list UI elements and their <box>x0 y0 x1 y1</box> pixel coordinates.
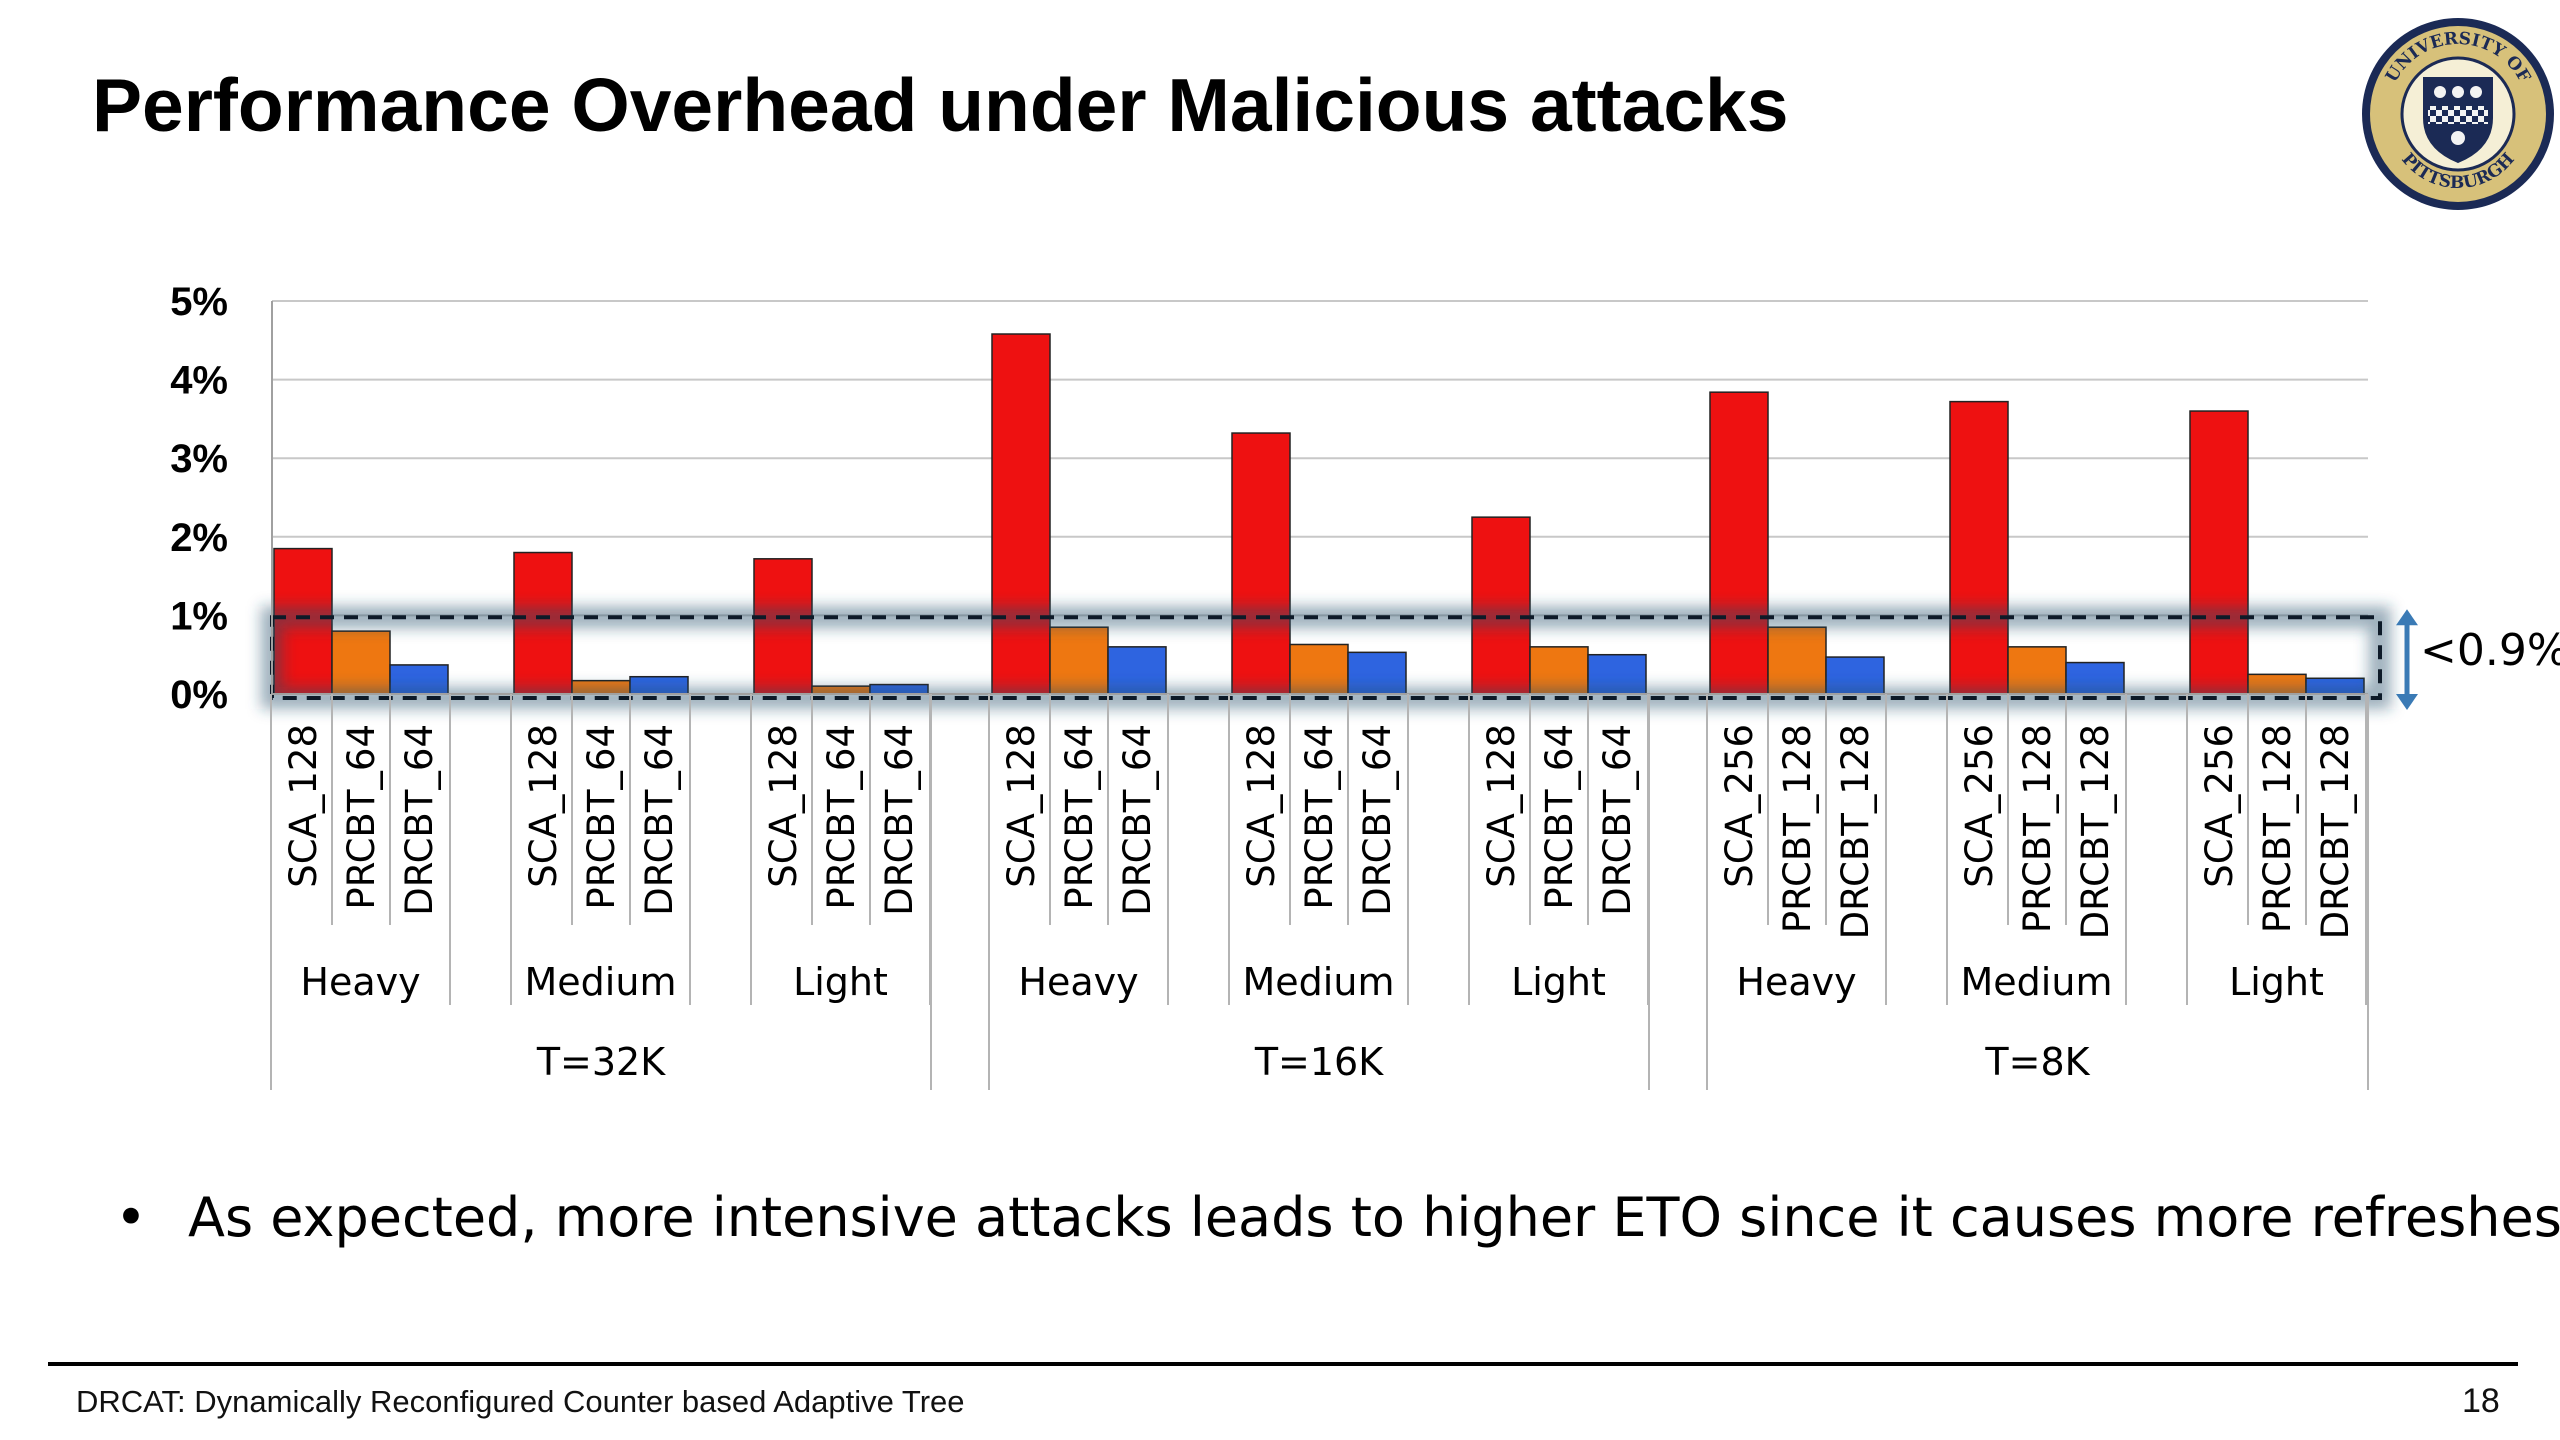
bar <box>1767 626 1827 695</box>
x-tick-label: DRCBT_64 <box>638 724 681 916</box>
x-tick-label: DRCBT_128 <box>1834 724 1877 939</box>
university-seal-icon: UNIVERSITY OF PITTSBURGH <box>2362 18 2554 210</box>
bar <box>2189 410 2249 695</box>
bar <box>1231 432 1291 695</box>
group-label: T=8K <box>1984 1040 2090 1084</box>
x-tick-label: PRCBT_128 <box>2256 724 2299 933</box>
y-tick-label: 1% <box>170 594 228 638</box>
page-number: 18 <box>2462 1382 2500 1420</box>
x-tick-label: PRCBT_64 <box>1058 724 1101 910</box>
x-tick-label: DRCBT_64 <box>878 724 921 916</box>
group-label: T=32K <box>536 1040 666 1084</box>
x-tick-label: PRCBT_64 <box>820 724 863 910</box>
x-tick-label: SCA_256 <box>2198 724 2241 888</box>
group-label: T=16K <box>1254 1040 1384 1084</box>
bar <box>1949 400 2009 695</box>
bar <box>1049 626 1109 695</box>
y-tick-label: 4% <box>170 359 228 403</box>
x-tick-label: DRCBT_64 <box>1596 724 1639 916</box>
x-tick-label: SCA_128 <box>762 724 805 888</box>
annotation-label: <0.9% <box>2420 625 2560 676</box>
intensity-label: Medium <box>1961 960 2113 1004</box>
y-tick-label: 0% <box>170 673 228 717</box>
x-tick-label: SCA_256 <box>1958 724 2001 888</box>
y-tick-label: 5% <box>170 280 228 324</box>
x-tick-label: PRCBT_64 <box>580 724 623 910</box>
intensity-label: Heavy <box>300 960 420 1004</box>
intensity-label: Light <box>793 960 888 1004</box>
x-tick-label: DRCBT_64 <box>1356 724 1399 916</box>
bar <box>1289 643 1349 695</box>
intensity-label: Heavy <box>1018 960 1138 1004</box>
x-tick-label: SCA_128 <box>522 724 565 888</box>
bar <box>1471 516 1531 695</box>
y-tick-label: 2% <box>170 516 228 560</box>
footer-divider <box>48 1362 2518 1366</box>
bar-chart: 0% 1% 2% 3% 4% 5% SCA_128 PRCBT_64 DRCBT_64 Heavy… <box>170 280 2560 1090</box>
x-tick-label: SCA_128 <box>1240 724 1283 888</box>
x-tick-label: PRCBT_64 <box>340 724 383 910</box>
bar <box>1107 646 1167 695</box>
bar <box>1709 391 1769 695</box>
x-tick-label: DRCBT_128 <box>2074 724 2117 939</box>
x-tick-label: PRCBT_128 <box>2016 724 2059 933</box>
highlight-band <box>270 615 2382 701</box>
annotation-arrowhead <box>2396 609 2418 626</box>
bar <box>991 333 1051 695</box>
intensity-label: Heavy <box>1736 960 1856 1004</box>
bar <box>331 630 391 695</box>
x-tick-label: SCA_128 <box>1000 724 1043 888</box>
x-tick-label: PRCBT_64 <box>1298 724 1341 910</box>
x-tick-label: PRCBT_128 <box>1776 724 1819 933</box>
intensity-label: Medium <box>525 960 677 1004</box>
intensity-label: Light <box>1511 960 1606 1004</box>
x-tick-label: SCA_128 <box>1480 724 1523 888</box>
y-tick-label: 3% <box>170 437 228 481</box>
slide-title: Performance Overhead under Malicious att… <box>92 63 1789 147</box>
intensity-label: Medium <box>1243 960 1395 1004</box>
x-tick-label: DRCBT_64 <box>1116 724 1159 916</box>
x-tick-label: DRCBT_64 <box>398 724 441 916</box>
bar <box>2007 646 2067 695</box>
bar <box>1529 646 1589 695</box>
x-tick-label: DRCBT_128 <box>2314 724 2357 939</box>
annotation-arrowhead <box>2396 694 2418 710</box>
x-tick-label: SCA_128 <box>282 724 325 888</box>
bullet-dot: • <box>115 1186 147 1249</box>
x-tick-label: SCA_256 <box>1718 724 1761 888</box>
x-tick-label: PRCBT_64 <box>1538 724 1581 910</box>
footer-text: DRCAT: Dynamically Reconfigured Counter … <box>76 1384 965 1419</box>
bullet-text: As expected, more intensive attacks lead… <box>188 1186 2560 1249</box>
intensity-label: Light <box>2229 960 2324 1004</box>
